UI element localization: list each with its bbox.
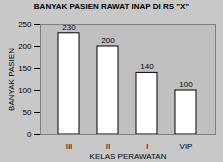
- svg-text:50: 50: [23, 108, 32, 117]
- svg-text:III: III: [66, 142, 73, 151]
- svg-text:KELAS PERAWATAN: KELAS PERAWATAN: [90, 152, 167, 161]
- svg-text:200: 200: [101, 36, 115, 45]
- svg-text:230: 230: [62, 22, 76, 32]
- svg-text:200: 200: [18, 42, 32, 51]
- svg-text:100: 100: [179, 80, 193, 89]
- svg-text:140: 140: [140, 62, 154, 71]
- html-text:BANYAK PASIEN RAWAT INAP DI RS: BANYAK PASIEN RAWAT INAP DI RS "X": [33, 2, 190, 11]
- svg-text:100: 100: [18, 86, 32, 95]
- svg-text:BANYAK PASIEN: BANYAK PASIEN: [7, 48, 16, 111]
- svg-text:I: I: [146, 142, 148, 151]
- svg-text:0: 0: [27, 130, 32, 139]
- svg-text:II: II: [106, 142, 110, 151]
- svg-text:250: 250: [18, 20, 32, 29]
- svg-text:VIP: VIP: [180, 142, 193, 151]
- svg-text:150: 150: [18, 64, 32, 73]
